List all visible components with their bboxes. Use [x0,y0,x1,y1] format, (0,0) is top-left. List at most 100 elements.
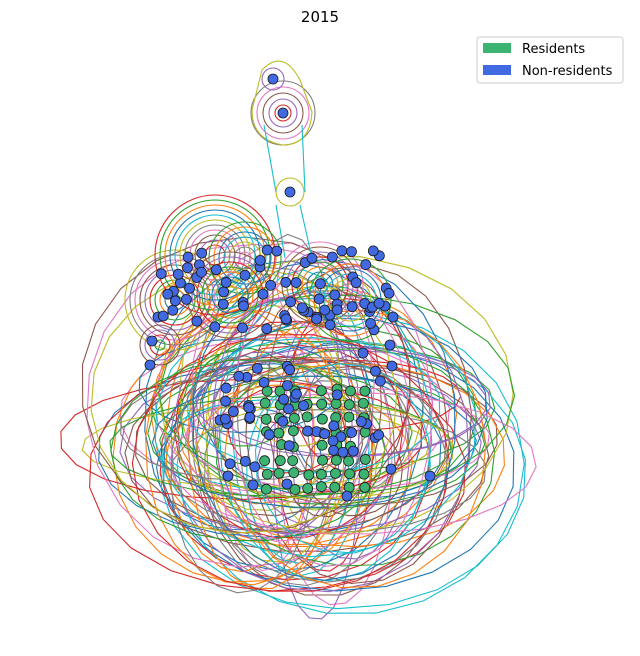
hull-ring [154,279,196,321]
non-resident-node [328,420,340,432]
hull-ring [256,86,310,140]
resident-node [302,482,314,494]
resident-node [317,413,328,425]
non-resident-node [291,388,302,400]
hull-ring [261,67,285,91]
non-resident-node [306,252,318,264]
hull-ring [268,98,298,128]
non-resident-node [277,415,289,427]
resident-node [288,467,300,479]
connector-lines [263,124,313,259]
hull-contour [184,386,490,491]
connector-line [275,204,286,259]
non-resident-node [360,259,372,270]
non-resident-node [327,435,339,447]
hull-contour [135,358,447,533]
hull-contour [110,359,386,542]
non-resident-node [220,395,231,407]
resident-node [345,385,356,397]
non-resident-node [258,376,270,388]
non-resident-node [209,321,221,333]
resident-node [259,397,271,409]
resident-node [343,455,354,467]
hull-ring [194,234,236,276]
legend-swatch-non-residents [483,65,511,75]
non-resident-node [346,427,358,438]
non-resident-node [182,262,193,274]
legend-frame [476,36,624,84]
non-resident-node [244,411,256,423]
hull-contours [60,60,537,620]
non-resident-node [278,393,290,405]
resident-node [330,398,342,410]
non-resident-node [313,293,325,305]
hull-ring [174,214,256,296]
resident-node [259,455,270,467]
resident-node [288,425,299,437]
non-resident-node [233,370,245,382]
non-resident-node [247,479,259,491]
hull-contour [131,334,451,592]
non-resident-node [298,400,309,412]
non-resident-node [284,364,296,376]
non-resident-node [227,406,239,417]
resident-node [303,469,315,481]
resident-node [315,481,327,492]
resident-node [289,412,300,424]
resident-node [273,427,285,439]
hull-ring [218,231,272,285]
non-resident-node [283,403,294,415]
non-resident-node [367,245,379,257]
non-resident-node [357,347,369,359]
non-resident-node [424,470,436,482]
hull-contour [174,321,404,539]
non-resident-node [337,446,349,458]
resident-node [289,484,301,495]
non-resident-node [355,416,367,427]
hull-contour [160,339,526,610]
non-resident-node [283,440,295,452]
non-resident-node [162,288,174,300]
non-resident-node [302,425,313,437]
hull-contour [157,256,514,533]
resident-node [317,454,328,466]
resident-node [357,397,369,409]
non-resident-node [191,315,203,327]
non-resident-node [271,245,283,257]
resident-node [287,455,299,467]
hull-contour [81,406,430,488]
non-resident-node [347,445,359,457]
hull-contour [170,355,313,594]
non-resident-node [328,444,339,456]
non-resident-node [217,298,229,310]
non-resident-node [331,304,343,316]
non-resident-node [319,428,331,440]
non-resident-node [196,266,207,278]
hull-ring [206,271,254,319]
non-resident-node [387,311,399,323]
non-resident-node [329,289,341,301]
non-resident-node [155,268,167,280]
non-resident-node [282,380,293,391]
non-resident-node [350,277,362,289]
non-resident-node [280,276,292,288]
non-resident-node [383,287,395,299]
non-resident-node [386,360,398,372]
non-resident-node [220,277,232,288]
hull-contour [192,258,456,581]
non-resident-node [326,251,338,263]
non-resident-node [182,251,194,263]
non-resident-node [254,254,266,266]
resident-node [329,481,341,493]
hull-ring [262,92,304,134]
non-resident-node [146,335,158,347]
resident-node [274,455,286,466]
legend-swatch-residents [483,43,511,53]
resident-node [260,483,272,495]
resident-node [261,468,273,480]
non-resident-node [336,245,348,257]
non-resident-node [224,458,236,470]
non-resident-node [296,302,308,314]
hull-ring [159,199,271,311]
